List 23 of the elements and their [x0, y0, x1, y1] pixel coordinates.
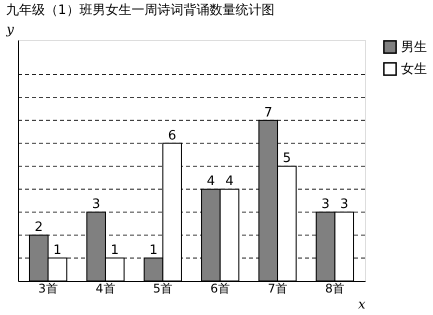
- x-axis-title: x: [358, 298, 366, 312]
- data-label: 7: [264, 105, 272, 120]
- chart-title: 九年级（1）班男女生一周诗词背诵数量统计图: [6, 3, 274, 18]
- x-tick-label: 6首: [210, 282, 230, 296]
- legend-label: 女生: [401, 62, 427, 77]
- x-tick-label: 3首: [38, 282, 58, 296]
- x-tick-label: 7首: [268, 282, 288, 296]
- data-label: 2: [34, 220, 43, 236]
- data-label: 1: [53, 243, 62, 258]
- data-label: 5: [282, 151, 291, 166]
- data-label: 1: [149, 243, 158, 258]
- data-label: 3: [92, 197, 100, 212]
- x-tick-label: 5首: [153, 282, 173, 296]
- data-label: 6: [168, 128, 176, 144]
- data-label: 4: [206, 174, 215, 190]
- data-label: 4: [225, 174, 234, 190]
- data-label: 3: [340, 197, 348, 212]
- x-tick-label: 8首: [325, 282, 345, 296]
- data-label: 1: [110, 243, 119, 258]
- data-label: 3: [321, 197, 330, 212]
- y-axis-title: y: [6, 22, 14, 38]
- legend-label: 男生: [401, 40, 427, 55]
- x-tick-label: 4首: [96, 282, 116, 296]
